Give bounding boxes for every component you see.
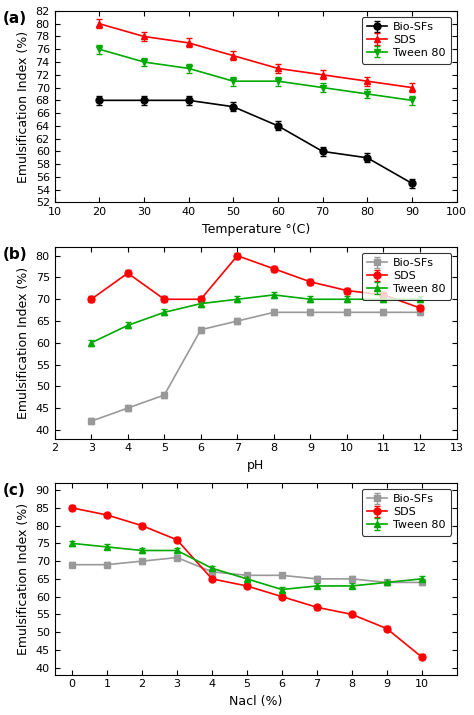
- Y-axis label: Emulsification Index (%): Emulsification Index (%): [17, 31, 30, 183]
- Text: (a): (a): [2, 11, 27, 26]
- Legend: Bio-SFs, SDS, Tween 80: Bio-SFs, SDS, Tween 80: [362, 488, 451, 536]
- Y-axis label: Emulsification Index (%): Emulsification Index (%): [17, 267, 30, 419]
- Y-axis label: Emulsification Index (%): Emulsification Index (%): [17, 503, 30, 655]
- Legend: Bio-SFs, SDS, Tween 80: Bio-SFs, SDS, Tween 80: [362, 16, 451, 64]
- Text: (c): (c): [2, 483, 25, 498]
- Text: (b): (b): [2, 247, 27, 262]
- Legend: Bio-SFs, SDS, Tween 80: Bio-SFs, SDS, Tween 80: [362, 252, 451, 300]
- X-axis label: pH: pH: [247, 459, 264, 472]
- X-axis label: Temperature °(C): Temperature °(C): [201, 223, 310, 236]
- X-axis label: Nacl (%): Nacl (%): [229, 695, 283, 708]
